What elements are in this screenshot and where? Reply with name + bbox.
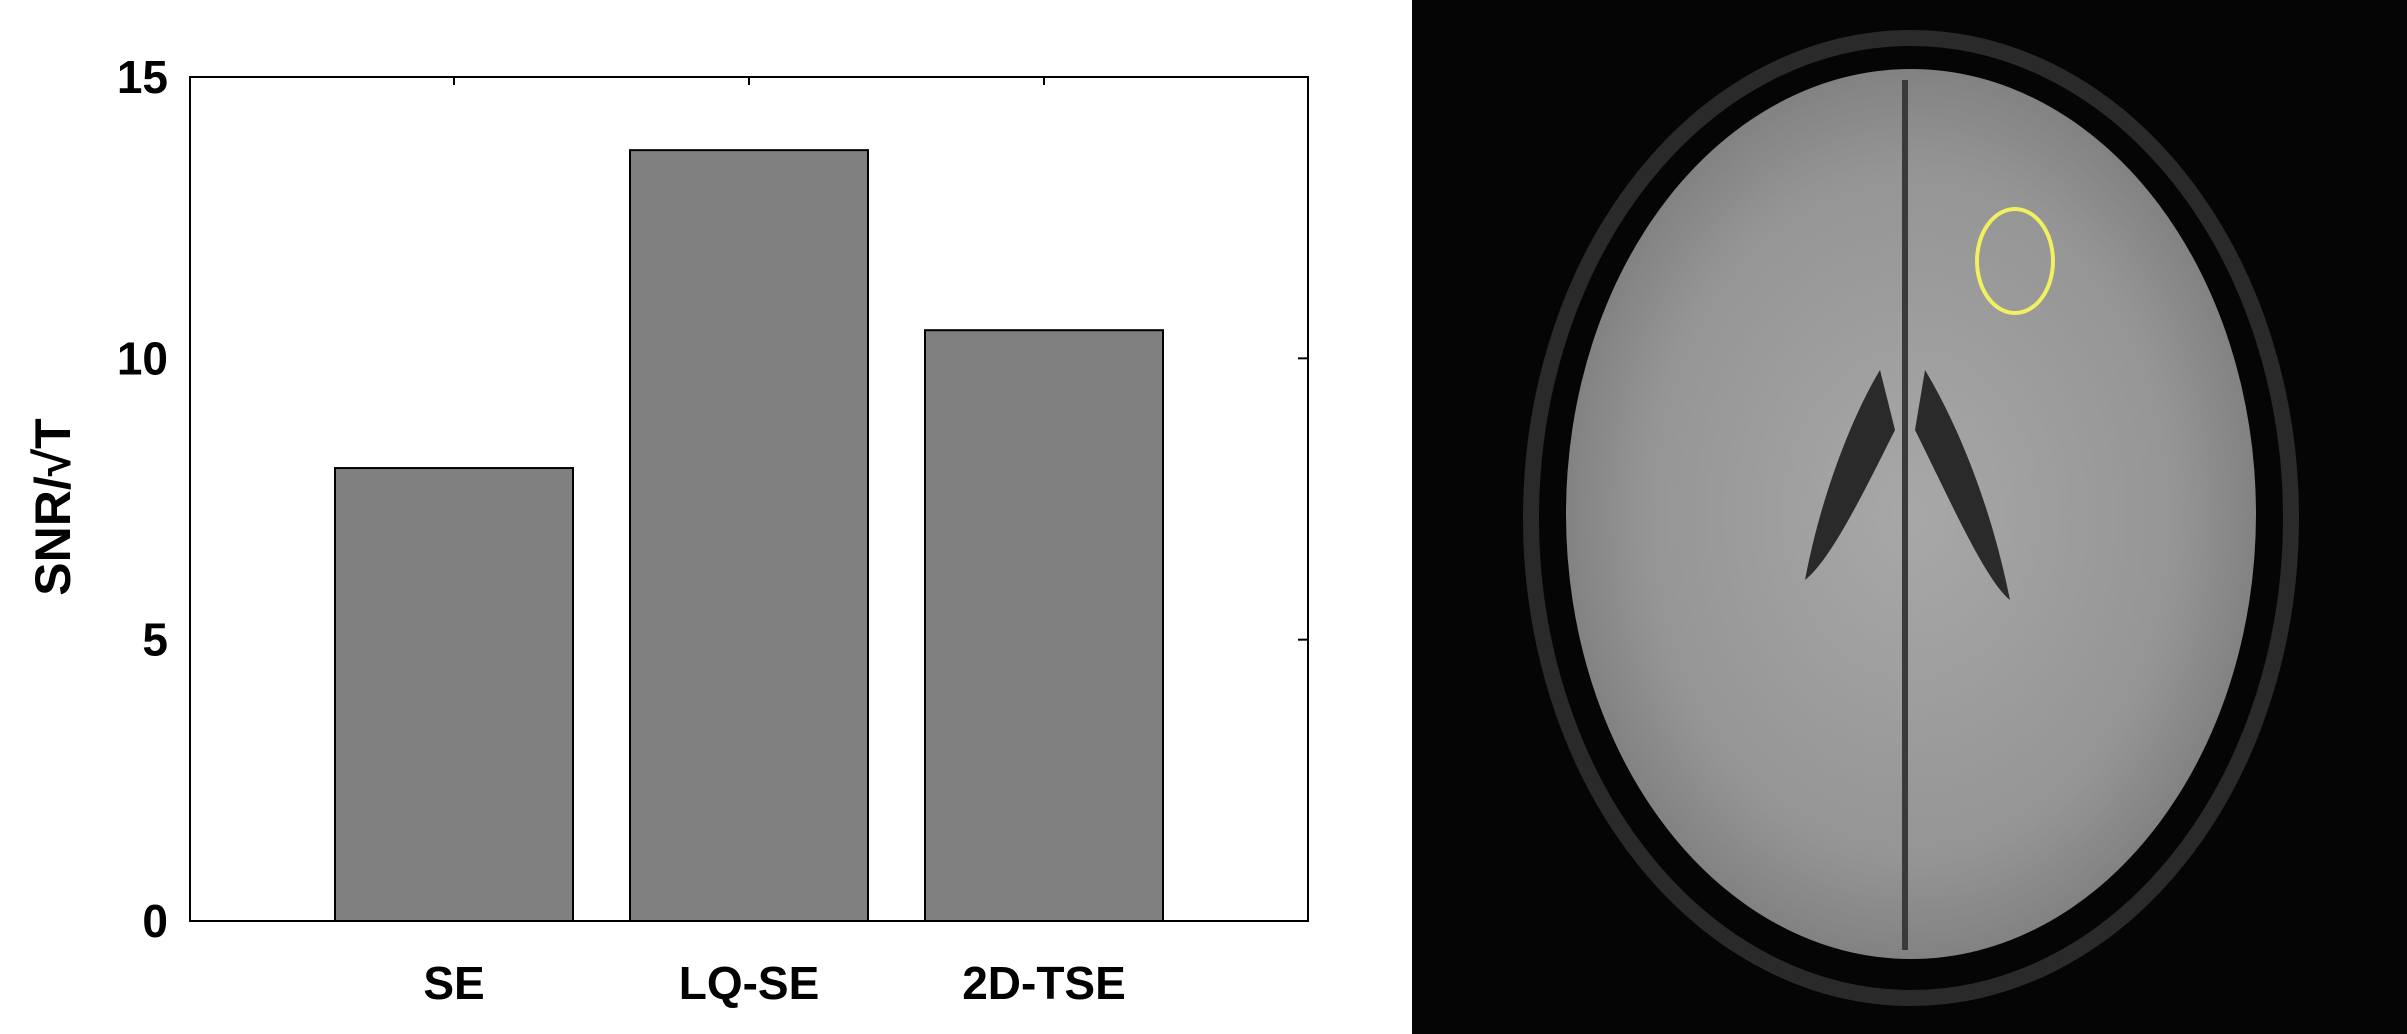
y-tick-label: 10: [117, 332, 168, 384]
right-ventricle: [1915, 370, 2010, 600]
skull-outline: [1523, 30, 2299, 1006]
x-tick-label: 2D-TSE: [962, 957, 1126, 1009]
roi-ellipse: [1975, 207, 2055, 315]
y-tick-label: 0: [142, 895, 168, 947]
x-tick-label: LQ-SE: [679, 957, 820, 1009]
bar-se: [334, 467, 574, 922]
y-axis-label: SNR/√T: [25, 418, 81, 595]
bar-lq-se: [629, 149, 869, 922]
y-tick-label: 15: [117, 51, 168, 103]
brain-tissue: [1566, 69, 2256, 959]
y-tick-label: 5: [142, 614, 168, 666]
brain-mri-image: [1412, 0, 2407, 1034]
x-tick-label: SE: [423, 957, 484, 1009]
bar-2d-tse: [924, 329, 1164, 922]
left-ventricle: [1805, 370, 1895, 580]
bar-chart: 0 5 10 15 SE LQ-SE 2D-TSE SNR/√T: [25, 51, 1309, 1009]
